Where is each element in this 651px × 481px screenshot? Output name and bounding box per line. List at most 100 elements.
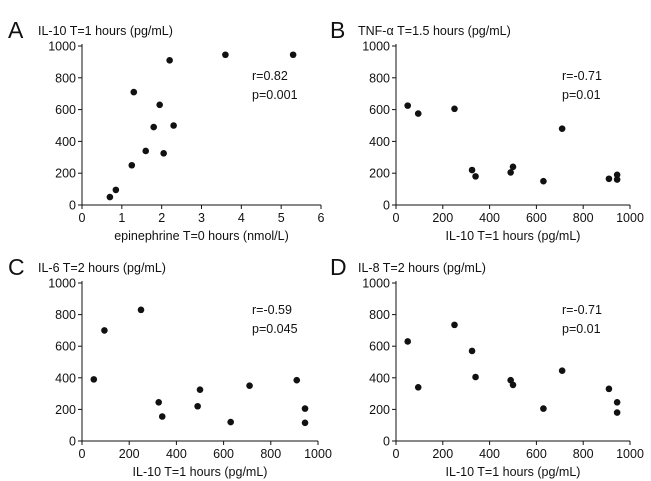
y-tick-label: 200 — [55, 167, 76, 181]
data-point — [155, 398, 162, 406]
data-point — [194, 402, 201, 410]
data-point — [507, 169, 514, 176]
x-tick-label: 800 — [573, 447, 594, 461]
correlation-r-label: r=-0.71 — [562, 69, 602, 83]
data-point — [130, 88, 138, 96]
x-tick-label: 800 — [573, 211, 594, 225]
x-tick-label: 1000 — [616, 211, 644, 225]
data-point — [468, 347, 476, 355]
x-axis-label: IL-10 T=1 hours (pg/mL) — [446, 229, 581, 243]
data-point — [468, 166, 476, 174]
data-point — [509, 381, 517, 389]
x-tick-label: 0 — [79, 211, 86, 225]
data-point — [404, 102, 412, 109]
x-tick-label: 6 — [318, 211, 325, 225]
y-tick-label: 600 — [55, 340, 76, 354]
y-tick-label: 600 — [369, 340, 390, 354]
x-tick-label: 4 — [238, 211, 245, 225]
x-tick-label: 1 — [118, 211, 125, 225]
data-point — [222, 51, 229, 59]
y-tick-label: 1000 — [362, 40, 390, 54]
data-point — [613, 398, 621, 406]
x-tick-label: 600 — [526, 211, 547, 225]
y-tick-label: 600 — [55, 103, 76, 117]
data-point — [137, 306, 145, 314]
y-tick-label: 400 — [369, 371, 390, 385]
x-tick-label: 3 — [198, 211, 205, 225]
y-tick-label: 1000 — [48, 277, 76, 291]
x-tick-label: 800 — [260, 447, 281, 461]
y-tick-label: 200 — [55, 403, 76, 417]
data-point — [509, 163, 517, 171]
y-tick-label: 800 — [55, 71, 76, 85]
data-point — [540, 177, 547, 185]
data-point — [156, 101, 163, 109]
data-point — [170, 122, 177, 129]
x-tick-label: 200 — [432, 447, 453, 461]
data-point — [166, 57, 173, 64]
y-tick-label: 800 — [55, 308, 76, 322]
data-point — [90, 376, 98, 383]
x-tick-label: 600 — [526, 447, 547, 461]
x-tick-label: 0 — [393, 447, 400, 461]
y-tick-label: 600 — [369, 103, 390, 117]
y-tick-label: 200 — [369, 403, 390, 417]
y-tick-label: 0 — [383, 199, 390, 213]
data-point — [472, 373, 479, 381]
x-tick-label: 0 — [79, 447, 86, 461]
data-point — [128, 161, 136, 169]
chart-title: TNF-α T=1.5 hours (pg/mL) — [358, 24, 511, 38]
panel-a: A IL-10 T=1 hours (pg/mL) 0 200 400 600 800 100… — [8, 17, 325, 243]
data-point — [472, 173, 479, 180]
x-axis-label: IL-10 T=1 hours (pg/mL) — [446, 465, 581, 479]
data-point — [106, 193, 114, 201]
data-point — [613, 409, 621, 416]
panel-letter: A — [8, 17, 24, 43]
data-point — [158, 413, 166, 420]
data-point — [227, 418, 234, 426]
data-point — [613, 176, 621, 183]
data-point — [196, 386, 204, 393]
chart-title: IL-8 T=2 hours (pg/mL) — [358, 261, 486, 275]
data-point — [112, 186, 120, 194]
panel-letter: D — [330, 254, 347, 280]
x-axis-label: epinephrine T=0 hours (nmol/L) — [114, 229, 289, 243]
correlation-r-label: r=-0.71 — [562, 303, 602, 317]
y-tick-label: 400 — [369, 135, 390, 149]
y-tick-label: 400 — [55, 135, 76, 149]
data-point — [404, 338, 412, 345]
data-point — [605, 385, 613, 393]
data-point — [150, 123, 157, 131]
correlation-r-label: r=-0.59 — [252, 303, 292, 317]
y-tick-label: 0 — [69, 435, 76, 449]
data-point — [451, 105, 458, 113]
y-tick-label: 1000 — [362, 277, 390, 291]
x-tick-label: 200 — [432, 211, 453, 225]
data-point — [558, 367, 566, 374]
data-point — [540, 405, 547, 412]
panel-b: B TNF-α T=1.5 hours (pg/mL) 0 200 400 600 800 1… — [330, 17, 644, 243]
x-tick-label: 1000 — [616, 447, 644, 461]
p-value-label: p=0.01 — [562, 88, 601, 102]
data-point — [142, 147, 150, 155]
panel-letter: B — [330, 17, 345, 43]
data-point — [293, 376, 301, 384]
x-tick-label: 400 — [166, 447, 187, 461]
panel-d: D IL-8 T=2 hours (pg/mL) 0 200 400 600 800 1000… — [330, 254, 644, 479]
data-point — [414, 110, 422, 117]
panel-c: C IL-6 T=2 hours (pg/mL) 0 200 400 600 800 1000… — [8, 254, 332, 479]
data-point — [246, 382, 253, 390]
data-point — [605, 175, 613, 183]
x-tick-label: 5 — [278, 211, 285, 225]
x-tick-label: 0 — [393, 211, 400, 225]
y-tick-label: 0 — [383, 435, 390, 449]
data-point — [301, 405, 309, 412]
correlation-r-label: r=0.82 — [252, 69, 288, 83]
x-tick-label: 1000 — [304, 447, 332, 461]
x-tick-label: 400 — [479, 211, 500, 225]
p-value-label: p=0.01 — [562, 322, 601, 336]
y-tick-label: 400 — [55, 371, 76, 385]
panel-letter: C — [8, 254, 25, 280]
data-point — [613, 171, 621, 179]
p-value-label: p=0.045 — [252, 322, 298, 336]
